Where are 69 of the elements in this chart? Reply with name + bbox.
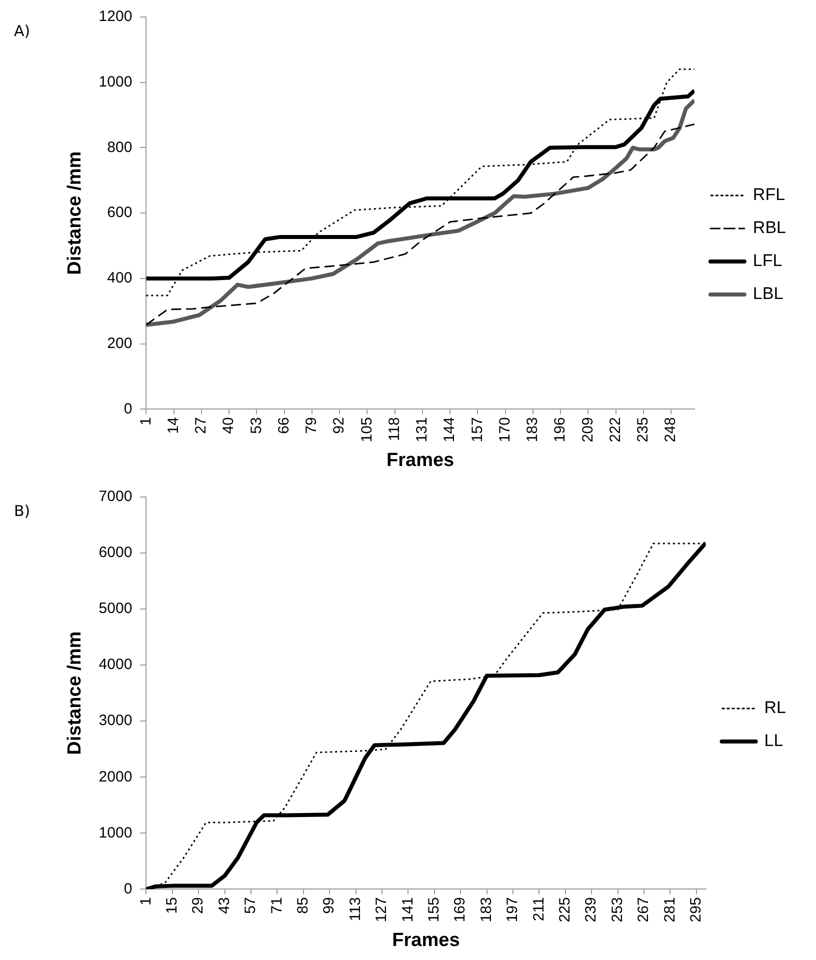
text: B) [14,502,30,520]
y-tick-label: 1000 [98,824,132,842]
x-tick-label: 157 [468,417,486,442]
x-tick-label: 127 [373,897,390,922]
x-tick-label: 183 [524,417,542,442]
y-tick-label: 4000 [98,656,132,674]
x-tick-label: 267 [635,897,652,922]
x-tick-label: 209 [579,417,596,442]
legend-label: LL [764,731,784,750]
x-tick-label: 155 [426,897,443,922]
x-tick-label: 99 [320,897,338,914]
x-tick-label: 43 [216,897,233,914]
x-tick-label: 15 [164,897,181,914]
x-tick-label: 85 [294,897,312,914]
x-tick-label: 235 [634,417,652,442]
x-tick-label: 239 [582,897,600,922]
x-tick-label: 196 [552,417,569,442]
x-tick-label: 295 [688,897,705,922]
legend-label: LFL [752,251,782,270]
y-tick-label: 5000 [98,600,132,618]
x-tick-label: 131 [414,417,431,442]
x-tick-label: 281 [661,897,678,922]
x-tick-label: 118 [386,417,403,442]
x-tick-label: 253 [608,897,626,922]
x-tick-label: 29 [190,897,207,914]
x-tick-label: 1 [137,897,154,906]
x-tick-label: 248 [662,417,680,442]
x-tick-label: 40 [220,417,238,434]
x-tick-label: 1 [137,417,154,426]
legend-label: RBL [752,218,786,238]
x-tick-label: 183 [478,897,495,922]
y-tick-label: 1200 [98,8,132,26]
x-tick-label: 79 [303,417,320,434]
x-tick-label: 113 [346,897,364,922]
x-tick-label: 53 [248,417,265,434]
x-tick-label: 144 [441,417,458,442]
y-tick-label: 1000 [98,74,132,91]
y-tick-label: 0 [124,400,132,418]
x-tick-label: 66 [275,417,292,434]
legend-label: RFL [752,185,786,204]
x-tick-label: 222 [606,417,624,442]
x-tick-label: 141 [399,897,416,922]
x-tick-label: 14 [164,417,182,434]
legend-label: RL [764,698,786,718]
y-tick-label: 7000 [98,488,132,506]
x-tick-label: 211 [530,897,548,922]
x-tick-label: 197 [504,897,522,922]
x-tick-label: 92 [330,417,348,434]
x-tick-label: 170 [496,417,514,442]
y-tick-label: 6000 [98,544,132,562]
y-axis-title: Distance /mm [64,631,86,755]
x-tick-label: 57 [242,897,260,914]
x-tick-label: 169 [452,897,469,922]
x-tick-label: 27 [192,417,210,434]
x-tick-label: 105 [358,417,376,442]
y-tick-label: 600 [107,204,132,222]
x-tick-label: 225 [556,897,574,922]
x-axis-title: Frames [392,930,460,951]
y-axis-title: Distance /mm [64,151,86,275]
y-tick-label: 2000 [98,768,132,786]
y-tick-label: 200 [107,334,132,352]
x-tick-label: 71 [268,897,286,914]
y-tick-label: 400 [107,270,132,287]
y-tick-label: 800 [107,138,132,156]
x-axis-title: Frames [386,450,454,471]
legend-label: LBL [752,284,784,304]
y-tick-label: 3000 [98,712,132,730]
text: A) [14,22,30,40]
y-tick-label: 0 [124,880,132,898]
